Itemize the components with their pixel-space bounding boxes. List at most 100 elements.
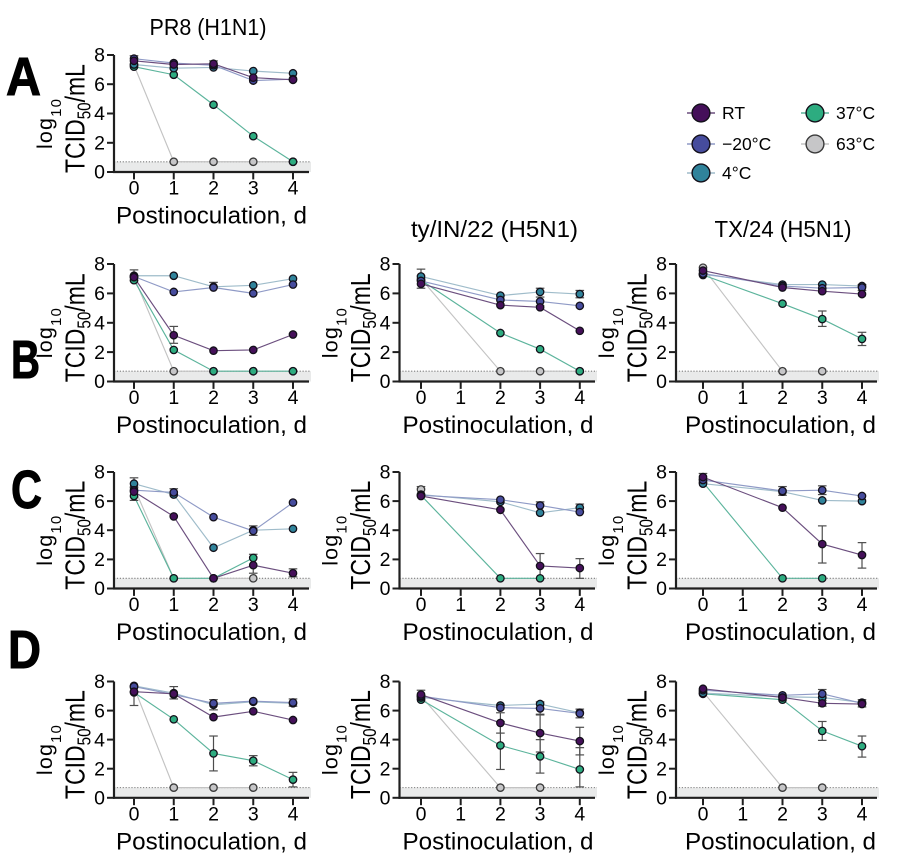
svg-text:TCID50/mL: TCID50/mL bbox=[345, 273, 380, 382]
svg-text:4: 4 bbox=[288, 594, 299, 616]
svg-text:1: 1 bbox=[737, 803, 748, 825]
svg-text:Postinoculation, d: Postinoculation, d bbox=[685, 828, 876, 855]
svg-text:0: 0 bbox=[380, 788, 391, 810]
svg-text:8: 8 bbox=[94, 254, 105, 276]
svg-text:B: B bbox=[11, 330, 40, 390]
svg-text:2: 2 bbox=[777, 594, 788, 616]
svg-text:2: 2 bbox=[380, 758, 391, 780]
svg-text:2: 2 bbox=[380, 342, 391, 364]
svg-text:0: 0 bbox=[698, 594, 709, 616]
svg-text:4: 4 bbox=[94, 103, 105, 125]
svg-text:2: 2 bbox=[208, 803, 219, 825]
svg-text:Postinoculation, d: Postinoculation, d bbox=[116, 619, 307, 646]
svg-text:2: 2 bbox=[656, 549, 667, 571]
svg-text:0: 0 bbox=[380, 371, 391, 393]
svg-text:3: 3 bbox=[248, 594, 259, 616]
svg-text:4: 4 bbox=[857, 803, 868, 825]
svg-text:0: 0 bbox=[416, 803, 427, 825]
svg-text:Postinoculation, d: Postinoculation, d bbox=[403, 412, 594, 439]
svg-text:2: 2 bbox=[656, 758, 667, 780]
svg-text:−20°C: −20°C bbox=[722, 134, 771, 154]
svg-text:C: C bbox=[11, 460, 42, 520]
svg-text:3: 3 bbox=[248, 178, 259, 200]
svg-text:2: 2 bbox=[777, 803, 788, 825]
svg-text:2: 2 bbox=[94, 549, 105, 571]
svg-text:0: 0 bbox=[416, 387, 427, 409]
svg-text:TCID50/mL: TCID50/mL bbox=[622, 690, 657, 799]
svg-text:6: 6 bbox=[94, 283, 105, 305]
svg-text:0: 0 bbox=[656, 788, 667, 810]
svg-text:2: 2 bbox=[495, 387, 506, 409]
svg-text:4: 4 bbox=[656, 729, 667, 751]
svg-text:2: 2 bbox=[208, 178, 219, 200]
svg-text:3: 3 bbox=[817, 803, 828, 825]
svg-text:8: 8 bbox=[94, 671, 105, 693]
svg-text:37°C: 37°C bbox=[836, 103, 875, 123]
svg-text:TCID50/mL: TCID50/mL bbox=[60, 690, 95, 799]
svg-text:0: 0 bbox=[129, 387, 140, 409]
svg-text:0: 0 bbox=[94, 162, 105, 184]
svg-text:TCID50/mL: TCID50/mL bbox=[622, 481, 657, 590]
svg-text:4: 4 bbox=[656, 520, 667, 542]
svg-text:6: 6 bbox=[656, 491, 667, 513]
svg-text:TX/24 (H5N1): TX/24 (H5N1) bbox=[715, 216, 852, 242]
svg-text:0: 0 bbox=[416, 594, 427, 616]
svg-text:8: 8 bbox=[94, 462, 105, 484]
svg-text:8: 8 bbox=[380, 671, 391, 693]
svg-text:TCID50/mL: TCID50/mL bbox=[345, 481, 380, 590]
svg-text:4: 4 bbox=[380, 520, 391, 542]
svg-text:8: 8 bbox=[94, 45, 105, 67]
svg-text:Postinoculation, d: Postinoculation, d bbox=[116, 412, 307, 439]
svg-text:Postinoculation, d: Postinoculation, d bbox=[116, 203, 307, 230]
svg-text:2: 2 bbox=[656, 342, 667, 364]
svg-text:6: 6 bbox=[380, 700, 391, 722]
svg-text:8: 8 bbox=[656, 671, 667, 693]
svg-text:0: 0 bbox=[94, 578, 105, 600]
svg-text:6: 6 bbox=[656, 700, 667, 722]
svg-text:0: 0 bbox=[656, 371, 667, 393]
svg-text:0: 0 bbox=[698, 803, 709, 825]
svg-text:1: 1 bbox=[168, 594, 179, 616]
svg-text:1: 1 bbox=[168, 803, 179, 825]
svg-text:Postinoculation, d: Postinoculation, d bbox=[403, 619, 594, 646]
svg-text:2: 2 bbox=[94, 132, 105, 154]
svg-text:4: 4 bbox=[857, 594, 868, 616]
svg-text:4: 4 bbox=[574, 594, 585, 616]
svg-text:Postinoculation, d: Postinoculation, d bbox=[116, 828, 307, 855]
svg-text:1: 1 bbox=[737, 387, 748, 409]
svg-text:4: 4 bbox=[288, 387, 299, 409]
svg-text:2: 2 bbox=[495, 803, 506, 825]
svg-text:6: 6 bbox=[94, 74, 105, 96]
svg-text:3: 3 bbox=[535, 387, 546, 409]
svg-text:2: 2 bbox=[208, 387, 219, 409]
svg-text:0: 0 bbox=[129, 803, 140, 825]
svg-text:4: 4 bbox=[94, 520, 105, 542]
svg-text:1: 1 bbox=[455, 387, 466, 409]
svg-text:2: 2 bbox=[777, 387, 788, 409]
svg-text:6: 6 bbox=[380, 283, 391, 305]
svg-text:2: 2 bbox=[94, 342, 105, 364]
svg-text:3: 3 bbox=[535, 594, 546, 616]
svg-text:4: 4 bbox=[288, 178, 299, 200]
svg-text:0: 0 bbox=[129, 594, 140, 616]
svg-text:2: 2 bbox=[380, 549, 391, 571]
svg-text:TCID50/mL: TCID50/mL bbox=[622, 273, 657, 382]
svg-text:4: 4 bbox=[94, 729, 105, 751]
svg-text:2: 2 bbox=[495, 594, 506, 616]
svg-text:4: 4 bbox=[574, 803, 585, 825]
svg-text:4: 4 bbox=[380, 729, 391, 751]
svg-text:6: 6 bbox=[94, 700, 105, 722]
svg-text:2: 2 bbox=[94, 758, 105, 780]
svg-text:8: 8 bbox=[380, 254, 391, 276]
svg-text:6: 6 bbox=[380, 491, 391, 513]
svg-text:6: 6 bbox=[656, 283, 667, 305]
svg-text:8: 8 bbox=[656, 462, 667, 484]
svg-text:0: 0 bbox=[380, 578, 391, 600]
svg-text:4: 4 bbox=[656, 312, 667, 334]
svg-text:4: 4 bbox=[380, 312, 391, 334]
svg-text:RT: RT bbox=[722, 103, 745, 123]
svg-text:TCID50/mL: TCID50/mL bbox=[60, 481, 95, 590]
svg-text:4: 4 bbox=[94, 312, 105, 334]
svg-text:0: 0 bbox=[129, 178, 140, 200]
svg-text:1: 1 bbox=[168, 178, 179, 200]
